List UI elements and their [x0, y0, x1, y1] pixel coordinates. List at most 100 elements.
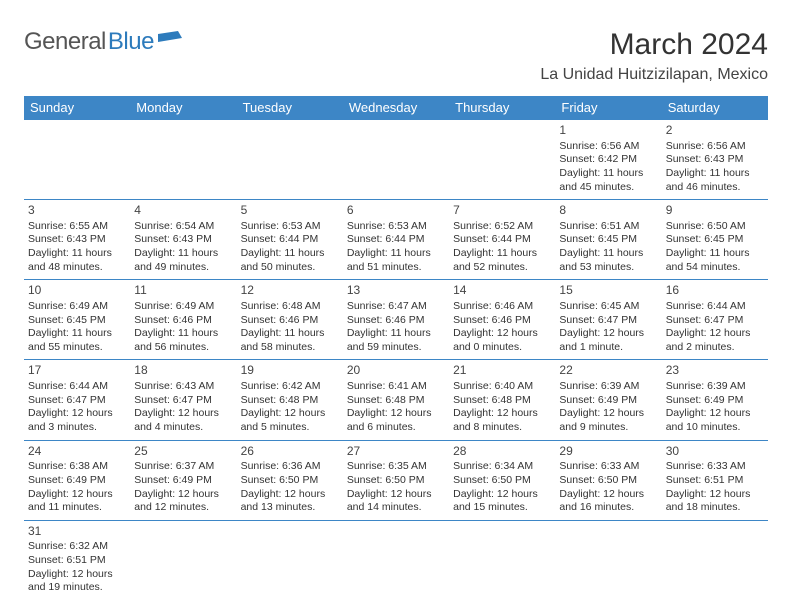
daylight-text: Daylight: 12 hours and 14 minutes. [347, 488, 445, 515]
daylight-text: Daylight: 12 hours and 15 minutes. [453, 488, 551, 515]
sunrise-text: Sunrise: 6:38 AM [28, 460, 126, 474]
sunrise-text: Sunrise: 6:39 AM [559, 380, 657, 394]
sunrise-text: Sunrise: 6:56 AM [559, 140, 657, 154]
daylight-text: Daylight: 12 hours and 0 minutes. [453, 327, 551, 354]
calendar-day-cell: 29Sunrise: 6:33 AMSunset: 6:50 PMDayligh… [555, 440, 661, 520]
sunset-text: Sunset: 6:44 PM [453, 233, 551, 247]
sunset-text: Sunset: 6:47 PM [134, 394, 232, 408]
sunset-text: Sunset: 6:46 PM [241, 314, 339, 328]
day-number: 25 [134, 444, 232, 460]
day-number: 7 [453, 203, 551, 219]
sunrise-text: Sunrise: 6:45 AM [559, 300, 657, 314]
calendar-day-cell: 4Sunrise: 6:54 AMSunset: 6:43 PMDaylight… [130, 200, 236, 280]
logo: GeneralBlue [24, 28, 184, 56]
calendar-day-cell: 5Sunrise: 6:53 AMSunset: 6:44 PMDaylight… [237, 200, 343, 280]
sunrise-text: Sunrise: 6:56 AM [666, 140, 764, 154]
sunset-text: Sunset: 6:42 PM [559, 153, 657, 167]
calendar-day-cell: 23Sunrise: 6:39 AMSunset: 6:49 PMDayligh… [662, 360, 768, 440]
daylight-text: Daylight: 12 hours and 18 minutes. [666, 488, 764, 515]
calendar-day-cell: 15Sunrise: 6:45 AMSunset: 6:47 PMDayligh… [555, 280, 661, 360]
daylight-text: Daylight: 11 hours and 51 minutes. [347, 247, 445, 274]
day-number: 15 [559, 283, 657, 299]
sunrise-text: Sunrise: 6:51 AM [559, 220, 657, 234]
calendar-day-cell: 2Sunrise: 6:56 AMSunset: 6:43 PMDaylight… [662, 120, 768, 200]
sunrise-text: Sunrise: 6:35 AM [347, 460, 445, 474]
daylight-text: Daylight: 11 hours and 58 minutes. [241, 327, 339, 354]
calendar-day-cell [24, 120, 130, 200]
daylight-text: Daylight: 11 hours and 53 minutes. [559, 247, 657, 274]
calendar-day-cell [449, 520, 555, 600]
day-number: 12 [241, 283, 339, 299]
daylight-text: Daylight: 12 hours and 16 minutes. [559, 488, 657, 515]
calendar-day-cell [237, 120, 343, 200]
sunset-text: Sunset: 6:43 PM [28, 233, 126, 247]
sunset-text: Sunset: 6:49 PM [559, 394, 657, 408]
sunset-text: Sunset: 6:45 PM [559, 233, 657, 247]
sunset-text: Sunset: 6:47 PM [559, 314, 657, 328]
calendar-week-row: 10Sunrise: 6:49 AMSunset: 6:45 PMDayligh… [24, 280, 768, 360]
sunset-text: Sunset: 6:50 PM [559, 474, 657, 488]
daylight-text: Daylight: 11 hours and 56 minutes. [134, 327, 232, 354]
sunrise-text: Sunrise: 6:53 AM [347, 220, 445, 234]
calendar-day-cell: 21Sunrise: 6:40 AMSunset: 6:48 PMDayligh… [449, 360, 555, 440]
day-number: 9 [666, 203, 764, 219]
sunset-text: Sunset: 6:44 PM [347, 233, 445, 247]
day-number: 30 [666, 444, 764, 460]
title-block: March 2024 La Unidad Huitzizilapan, Mexi… [540, 28, 768, 84]
sunset-text: Sunset: 6:45 PM [28, 314, 126, 328]
daylight-text: Daylight: 12 hours and 3 minutes. [28, 407, 126, 434]
sunrise-text: Sunrise: 6:54 AM [134, 220, 232, 234]
day-number: 29 [559, 444, 657, 460]
calendar-week-row: 1Sunrise: 6:56 AMSunset: 6:42 PMDaylight… [24, 120, 768, 200]
sunrise-text: Sunrise: 6:42 AM [241, 380, 339, 394]
sunset-text: Sunset: 6:48 PM [453, 394, 551, 408]
calendar-day-cell: 28Sunrise: 6:34 AMSunset: 6:50 PMDayligh… [449, 440, 555, 520]
calendar-day-cell: 27Sunrise: 6:35 AMSunset: 6:50 PMDayligh… [343, 440, 449, 520]
sunset-text: Sunset: 6:46 PM [134, 314, 232, 328]
daylight-text: Daylight: 12 hours and 2 minutes. [666, 327, 764, 354]
calendar-table: Sunday Monday Tuesday Wednesday Thursday… [24, 96, 768, 600]
sunrise-text: Sunrise: 6:43 AM [134, 380, 232, 394]
day-number: 24 [28, 444, 126, 460]
day-number: 23 [666, 363, 764, 379]
sunset-text: Sunset: 6:44 PM [241, 233, 339, 247]
daylight-text: Daylight: 12 hours and 13 minutes. [241, 488, 339, 515]
sunrise-text: Sunrise: 6:44 AM [666, 300, 764, 314]
calendar-day-cell: 22Sunrise: 6:39 AMSunset: 6:49 PMDayligh… [555, 360, 661, 440]
calendar-body: 1Sunrise: 6:56 AMSunset: 6:42 PMDaylight… [24, 120, 768, 600]
day-number: 14 [453, 283, 551, 299]
sunset-text: Sunset: 6:49 PM [28, 474, 126, 488]
calendar-day-cell: 10Sunrise: 6:49 AMSunset: 6:45 PMDayligh… [24, 280, 130, 360]
calendar-day-cell: 16Sunrise: 6:44 AMSunset: 6:47 PMDayligh… [662, 280, 768, 360]
day-number: 11 [134, 283, 232, 299]
sunrise-text: Sunrise: 6:33 AM [666, 460, 764, 474]
calendar-week-row: 24Sunrise: 6:38 AMSunset: 6:49 PM Dayligh… [24, 440, 768, 520]
calendar-day-cell: 20Sunrise: 6:41 AMSunset: 6:48 PMDayligh… [343, 360, 449, 440]
calendar-day-cell: 17Sunrise: 6:44 AMSunset: 6:47 PMDayligh… [24, 360, 130, 440]
weekday-header: Saturday [662, 96, 768, 120]
day-number: 1 [559, 123, 657, 139]
calendar-day-cell: 19Sunrise: 6:42 AMSunset: 6:48 PMDayligh… [237, 360, 343, 440]
daylight-text: Daylight: 12 hours and 5 minutes. [241, 407, 339, 434]
day-number: 17 [28, 363, 126, 379]
calendar-day-cell: 30Sunrise: 6:33 AMSunset: 6:51 PMDayligh… [662, 440, 768, 520]
sunrise-text: Sunrise: 6:48 AM [241, 300, 339, 314]
day-number: 2 [666, 123, 764, 139]
calendar-week-row: 3Sunrise: 6:55 AMSunset: 6:43 PMDaylight… [24, 200, 768, 280]
calendar-day-cell: 9Sunrise: 6:50 AMSunset: 6:45 PMDaylight… [662, 200, 768, 280]
daylight-text: Daylight: 12 hours and 8 minutes. [453, 407, 551, 434]
calendar-day-cell [662, 520, 768, 600]
day-number: 26 [241, 444, 339, 460]
header: GeneralBlue March 2024 La Unidad Huitziz… [24, 28, 768, 84]
calendar-day-cell: 8Sunrise: 6:51 AMSunset: 6:45 PMDaylight… [555, 200, 661, 280]
daylight-text: Daylight: 11 hours and 54 minutes. [666, 247, 764, 274]
day-number: 5 [241, 203, 339, 219]
day-number: 10 [28, 283, 126, 299]
logo-general-text: General [24, 28, 106, 56]
sunset-text: Sunset: 6:48 PM [347, 394, 445, 408]
day-number: 18 [134, 363, 232, 379]
day-number: 13 [347, 283, 445, 299]
sunset-text: Sunset: 6:51 PM [666, 474, 764, 488]
sunset-text: Sunset: 6:46 PM [347, 314, 445, 328]
calendar-week-row: 17Sunrise: 6:44 AMSunset: 6:47 PMDayligh… [24, 360, 768, 440]
